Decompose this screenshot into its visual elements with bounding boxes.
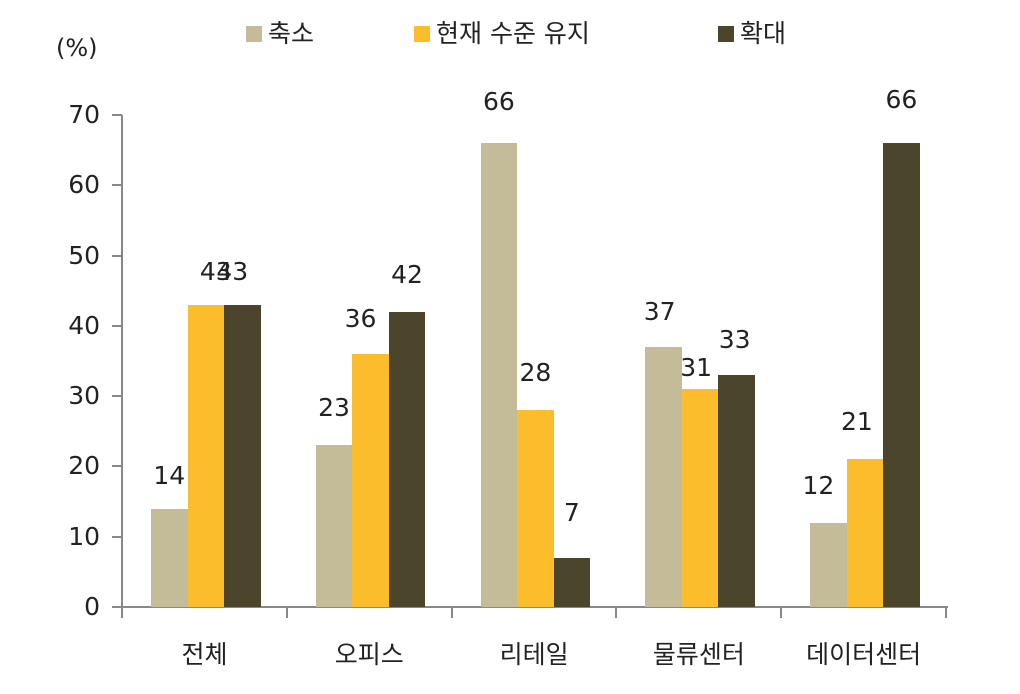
bar-현재 수준 유지: [352, 353, 389, 607]
data-label: 31: [680, 353, 713, 383]
bar-축소: [480, 143, 518, 607]
bar-축소: [810, 522, 847, 607]
y-tick: [112, 324, 122, 327]
legend-swatch: [246, 26, 262, 42]
legend-item: 확대: [718, 14, 786, 54]
x-tick: [285, 606, 288, 618]
y-tick-label: 50: [68, 240, 100, 270]
x-tick: [945, 606, 947, 618]
legend-swatch: [414, 26, 430, 42]
legend-label: 축소: [268, 19, 315, 48]
y-tick-label: 10: [68, 521, 100, 551]
data-label: 21: [841, 407, 873, 437]
x-tick: [450, 606, 453, 618]
y-tick: [112, 184, 122, 187]
bar-확대: [883, 143, 920, 607]
bar-확대: [224, 304, 261, 607]
legend: 축소 현재 수준 유지 확대: [0, 14, 1020, 54]
x-axis: [112, 606, 948, 608]
bar-축소: [645, 346, 682, 607]
data-label: 7: [563, 497, 580, 527]
bar-현재 수준 유지: [517, 410, 554, 607]
y-tick-label: 0: [84, 592, 100, 621]
bar-현재 수준 유지: [681, 389, 719, 607]
y-tick: [112, 535, 122, 538]
x-category-label: 오피스: [334, 640, 404, 669]
bar-확대: [388, 311, 426, 607]
data-label: 23: [318, 393, 350, 423]
x-category-label: 전체: [181, 640, 228, 669]
legend-label: 현재 수준 유지: [436, 19, 590, 48]
y-tick: [112, 395, 122, 398]
x-tick: [121, 606, 123, 618]
legend-item: 축소: [246, 14, 314, 54]
y-tick-label: 60: [68, 170, 100, 200]
y-tick-label: 70: [68, 100, 100, 129]
bar-확대: [553, 557, 591, 607]
bar-확대: [718, 375, 755, 607]
legend-label: 확대: [740, 19, 787, 48]
y-tick: [112, 606, 122, 608]
x-tick: [780, 606, 783, 618]
x-category-label: 리테일: [499, 640, 569, 669]
x-category-label: 물류센터: [652, 640, 745, 669]
bar-축소: [315, 445, 353, 607]
data-label: 43: [199, 256, 232, 286]
data-label: 43: [216, 256, 249, 286]
y-tick-label: 40: [68, 310, 100, 340]
y-tick-label: 30: [68, 381, 100, 411]
x-tick: [615, 606, 618, 618]
bar-현재 수준 유지: [187, 304, 224, 607]
data-label: 33: [718, 325, 751, 355]
y-tick: [112, 114, 122, 116]
data-label: 66: [885, 85, 918, 115]
data-label: 14: [153, 460, 186, 490]
y-tick-label: 20: [68, 451, 100, 481]
x-category-label: 데이터센터: [806, 640, 922, 669]
y-axis: [121, 115, 123, 608]
bar-현재 수준 유지: [846, 459, 884, 607]
data-label: 12: [802, 470, 835, 500]
y-axis-unit: (%): [56, 34, 98, 62]
legend-swatch: [718, 26, 734, 42]
legend-item: 현재 수준 유지: [414, 14, 590, 54]
y-tick: [112, 465, 122, 468]
bar-축소: [151, 508, 188, 607]
data-label: 36: [344, 303, 377, 333]
data-label: 37: [643, 296, 676, 326]
y-tick: [112, 254, 122, 257]
data-label: 66: [482, 87, 515, 117]
data-label: 28: [519, 358, 552, 388]
data-label: 42: [391, 259, 423, 289]
